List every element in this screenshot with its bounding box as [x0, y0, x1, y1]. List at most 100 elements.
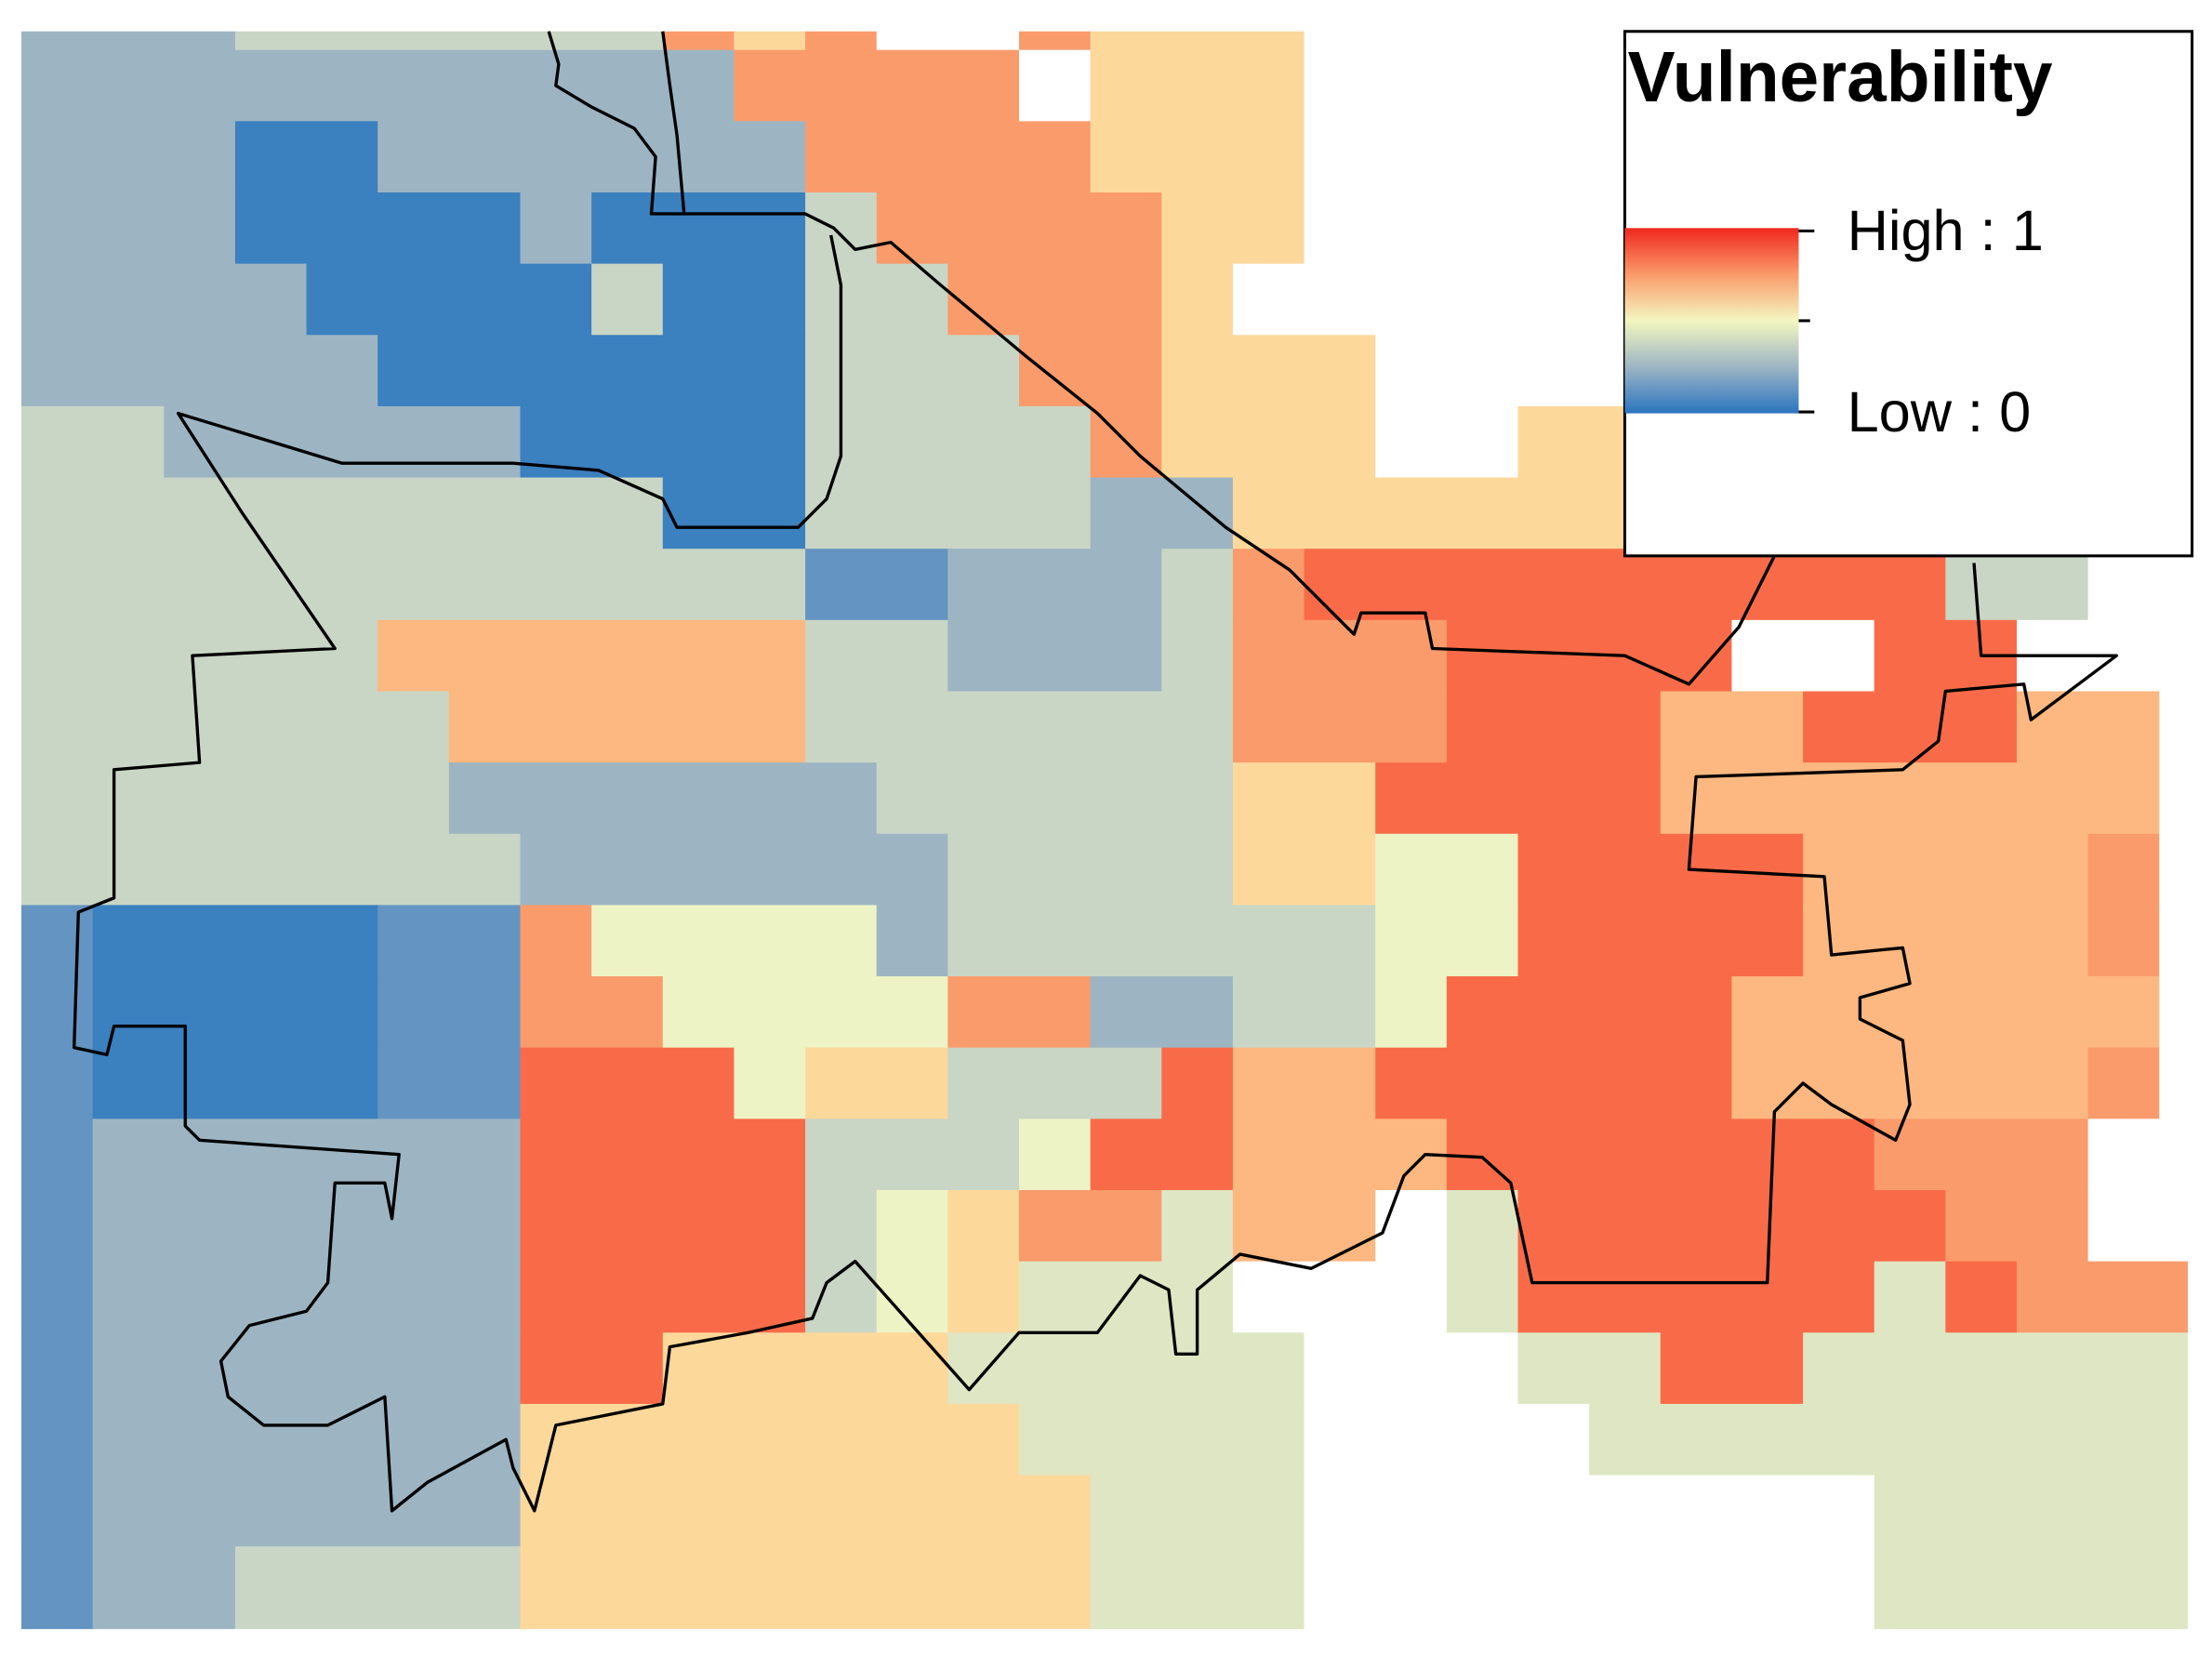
raster-cell [947, 905, 1376, 977]
raster-cell [520, 1475, 1092, 1547]
raster-cell [805, 477, 1092, 549]
raster-cell [2087, 905, 2161, 977]
raster-cell [20, 31, 236, 51]
raster-cell [2087, 1047, 2161, 1120]
raster-cell [805, 1119, 1020, 1191]
raster-cell [1161, 263, 1234, 337]
raster-cell [2159, 976, 2188, 1049]
raster-cell [520, 405, 806, 479]
raster-cell [20, 1332, 94, 1405]
raster-cell [805, 1189, 878, 1263]
raster-cell [805, 619, 949, 693]
boundary [73, 31, 2118, 1513]
raster-cell [377, 335, 806, 407]
raster-cell [1304, 1403, 1590, 1476]
raster-cell [734, 31, 806, 51]
raster-cell [1517, 833, 1804, 907]
raster-cell [234, 121, 378, 193]
raster-cell [20, 762, 450, 835]
raster-cell [520, 905, 592, 977]
raster-cell [876, 192, 1163, 265]
raster-cell [20, 49, 735, 123]
raster-cell [20, 477, 664, 549]
raster-cell [662, 263, 806, 337]
raster-cell [1161, 335, 1376, 407]
raster-cell [2087, 1189, 2188, 1263]
raster-cell [947, 263, 1163, 337]
raster-cell [947, 549, 1163, 621]
raster-cell [92, 976, 378, 1049]
raster-cell [1018, 1261, 1234, 1334]
raster-cell [1018, 1119, 1092, 1191]
raster-cell [1874, 1261, 1947, 1334]
raster-cell [1375, 833, 1519, 907]
raster-cell [92, 1546, 236, 1619]
boundary-line [661, 31, 686, 215]
raster-cell [805, 192, 878, 265]
raster-cell [662, 31, 735, 51]
legend-ramp [1624, 228, 1799, 414]
raster-cell [520, 976, 664, 1049]
raster-cell [20, 1261, 94, 1334]
raster-cell [947, 833, 1234, 907]
raster-cell [1090, 1617, 1305, 1630]
raster-cell [1161, 549, 1234, 621]
raster-cell [92, 1475, 522, 1547]
raster-cell [2159, 762, 2188, 835]
raster-cell [2016, 1261, 2188, 1334]
raster-cell [662, 1332, 949, 1405]
raster-cell [20, 1546, 94, 1619]
raster-cell [1660, 691, 1804, 763]
raster-cell [1018, 49, 1092, 123]
raster-cell [1803, 691, 2018, 763]
raster-cell [20, 976, 94, 1049]
raster-cell [1232, 833, 1376, 907]
raster-cell [20, 405, 166, 479]
raster-cell [1090, 49, 1305, 123]
raster-cell [876, 762, 1234, 835]
raster-cell [520, 1261, 806, 1334]
raster-cell [1090, 121, 1305, 193]
raster-cell [92, 1617, 236, 1630]
raster-cell [448, 691, 806, 763]
raster-cell [92, 1119, 522, 1191]
raster-cell [1232, 976, 1376, 1049]
legend-title: Vulnerability [1628, 38, 2053, 117]
raster-cell [92, 905, 378, 977]
raster-cell [1945, 1189, 2089, 1263]
raster-cell [20, 263, 308, 337]
raster-cell [234, 1546, 522, 1619]
raster-cell [20, 833, 522, 907]
legend-high-label: High : 1 [1848, 198, 2044, 262]
raster-cell [2087, 1119, 2188, 1191]
raster-cell [1446, 1119, 1875, 1191]
raster-cell [92, 1261, 522, 1334]
raster-cell [1232, 1047, 1376, 1120]
raster-cell [234, 1617, 522, 1630]
legend-low-label: Low : 0 [1848, 379, 2032, 443]
raster-cell [2159, 1047, 2188, 1120]
raster-cell [1232, 691, 1448, 763]
raster-cell [662, 477, 806, 549]
raster-cell [520, 192, 592, 265]
raster-cell [377, 619, 806, 693]
raster-cell [1375, 976, 1448, 1049]
raster-cell [734, 1047, 806, 1120]
raster-cell [20, 1475, 94, 1547]
raster-cell [20, 1119, 94, 1191]
raster-cell [1161, 405, 1376, 479]
raster-cell [520, 1403, 1020, 1476]
raster-cell [947, 1189, 1020, 1263]
raster-cell [1446, 1261, 1519, 1334]
raster-cell [20, 192, 236, 265]
raster-cell [1731, 619, 1875, 693]
raster-cell [1090, 1119, 1234, 1191]
raster-cell [1446, 691, 1662, 763]
raster-cell [20, 1403, 94, 1476]
raster-cell [947, 619, 1163, 693]
raster-cell [1517, 1261, 1875, 1334]
raster-cell [20, 1617, 94, 1630]
raster-cell [1090, 477, 1234, 549]
raster-cell [1375, 905, 1519, 977]
